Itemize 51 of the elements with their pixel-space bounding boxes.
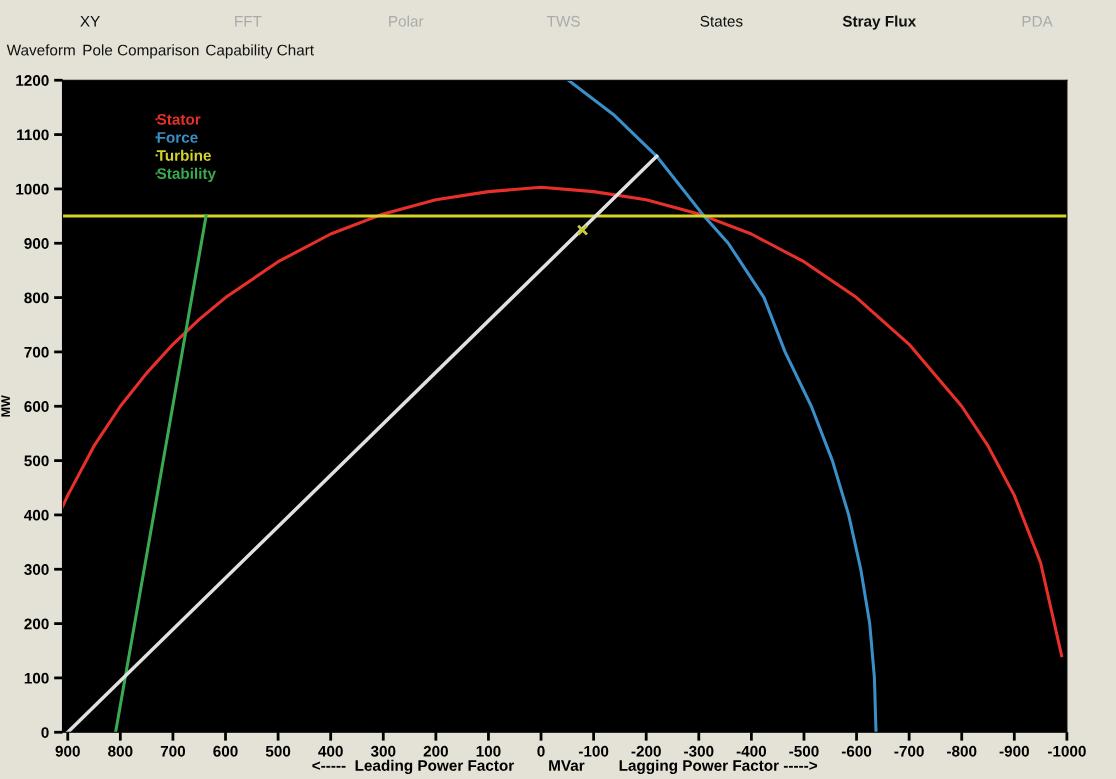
y-tick-label: 600	[24, 401, 49, 412]
text: TWS	[546, 15, 580, 27]
x-tick-label: -700	[894, 745, 924, 757]
y-tick-label: 1000	[16, 183, 49, 195]
legend-label: Stator	[157, 113, 201, 125]
x-tick-label: -600	[841, 745, 872, 757]
text: XY	[80, 16, 100, 27]
text: Pole Comparison	[83, 44, 199, 59]
line-series	[566, 80, 878, 733]
legend-label: Turbine	[156, 149, 211, 161]
legend-label: Stability	[157, 167, 216, 182]
y-tick-label: 800	[24, 292, 49, 304]
x-tick-label: -100	[578, 745, 609, 757]
x-tick-label: 500	[265, 745, 291, 757]
x-tick-label: -1000	[1047, 745, 1086, 757]
line-series	[62, 185, 1064, 658]
text: Capability Chart	[206, 44, 314, 59]
y-tick-label: 500	[24, 455, 49, 467]
y-tick-label: 1200	[16, 75, 49, 86]
text: Polar	[389, 15, 424, 27]
x-tick-label: -500	[789, 745, 819, 757]
text: PDA	[1022, 16, 1053, 27]
x-tick-label: -300	[684, 745, 714, 757]
x-tick-label: 600	[213, 745, 238, 757]
x-tick-label: 800	[108, 745, 133, 757]
x-tick-label: -400	[736, 745, 767, 757]
x-tick-label: -200	[631, 745, 661, 757]
y-axis-title: MW	[1, 395, 10, 417]
x-tick-label: 0	[537, 745, 545, 757]
x-tick-label: 700	[160, 745, 186, 757]
x-tick-label: 100	[476, 745, 501, 757]
text: FFT	[235, 16, 262, 27]
x-tick-label: 300	[370, 745, 396, 757]
text: Waveform	[6, 44, 75, 56]
x-tick-label: 400	[318, 745, 343, 757]
y-tick-label: 0	[41, 727, 49, 738]
x-tick-label: -800	[947, 745, 977, 757]
x-tick-label: 900	[55, 745, 80, 757]
legend-label: Force	[157, 132, 198, 143]
x-tick-label: -900	[999, 745, 1029, 757]
y-tick-label: 100	[24, 672, 49, 684]
x-axis-title: <----- Leading Power Factor MVar Lagging Power Factor ----->	[312, 759, 818, 774]
y-tick-label: 900	[24, 238, 49, 249]
y-tick-label: 400	[24, 509, 49, 521]
y-tick-label: 200	[24, 618, 49, 630]
text: States	[700, 15, 743, 27]
y-tick-label: 1100	[17, 129, 49, 141]
y-tick-label: 700	[24, 346, 49, 358]
y-tick-label: 300	[24, 564, 49, 575]
text: Stray Flux	[842, 15, 917, 30]
x-tick-label: 200	[423, 745, 448, 757]
